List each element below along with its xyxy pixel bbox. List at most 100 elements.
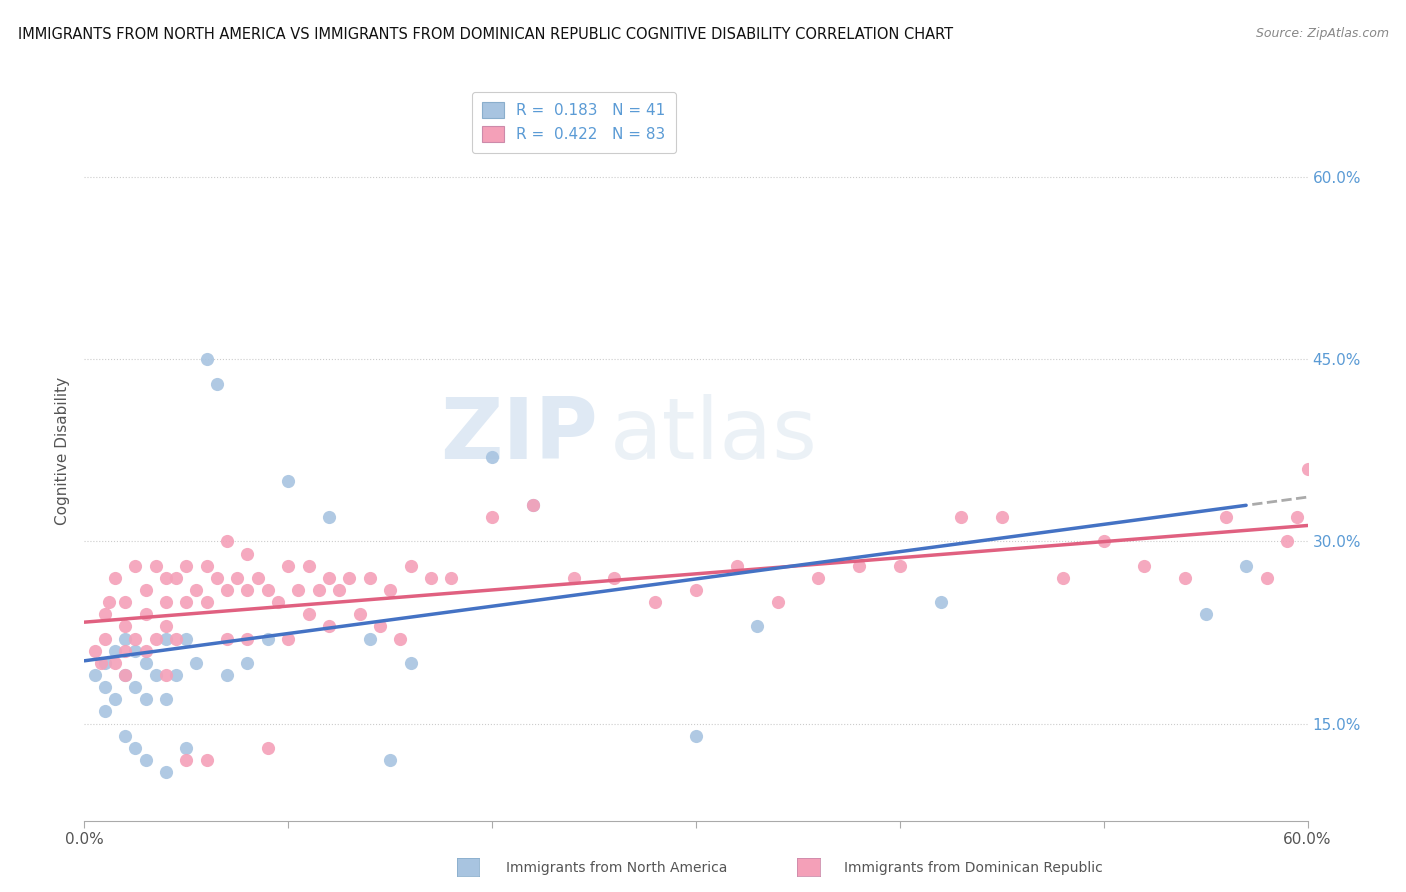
Point	[93, 632, 115, 646]
Point	[1174, 571, 1197, 585]
Point	[440, 571, 463, 585]
Point	[145, 668, 167, 682]
Point	[114, 729, 136, 743]
Point	[685, 729, 707, 743]
Point	[135, 582, 157, 597]
Point	[195, 352, 218, 367]
Point	[308, 582, 330, 597]
Point	[389, 632, 412, 646]
Text: atlas: atlas	[610, 394, 818, 477]
Point	[93, 656, 115, 670]
Point	[145, 558, 167, 573]
Point	[1052, 571, 1074, 585]
Point	[135, 656, 157, 670]
Point	[155, 668, 177, 682]
Point	[236, 656, 259, 670]
Point	[124, 740, 146, 755]
Point	[155, 632, 177, 646]
Point	[90, 656, 112, 670]
Point	[603, 571, 626, 585]
Point	[277, 474, 299, 488]
Point	[277, 558, 299, 573]
Point	[481, 510, 503, 524]
Point	[165, 668, 187, 682]
Point	[83, 644, 105, 658]
Point	[205, 376, 228, 391]
Point	[399, 656, 422, 670]
Point	[349, 607, 371, 622]
Point	[104, 692, 127, 706]
Point	[246, 571, 269, 585]
Y-axis label: Cognitive Disability: Cognitive Disability	[55, 376, 70, 524]
Point	[236, 632, 259, 646]
Point	[114, 595, 136, 609]
Point	[236, 582, 259, 597]
Point	[97, 595, 120, 609]
Point	[236, 547, 259, 561]
Point	[124, 644, 146, 658]
Point	[368, 619, 391, 633]
Point	[104, 571, 127, 585]
Point	[114, 632, 136, 646]
Point	[217, 582, 239, 597]
Point	[174, 595, 197, 609]
Point	[399, 558, 422, 573]
Point	[155, 692, 177, 706]
Point	[950, 510, 973, 524]
Point	[257, 632, 280, 646]
Point	[991, 510, 1014, 524]
Point	[135, 692, 157, 706]
Point	[195, 595, 218, 609]
Text: Source: ZipAtlas.com: Source: ZipAtlas.com	[1256, 27, 1389, 40]
Point	[522, 498, 544, 512]
Point	[135, 644, 157, 658]
Point	[257, 740, 280, 755]
Point	[807, 571, 830, 585]
Point	[725, 558, 748, 573]
Point	[287, 582, 309, 597]
Point	[217, 668, 239, 682]
Point	[318, 619, 340, 633]
Point	[186, 656, 208, 670]
Point	[380, 753, 402, 767]
Point	[1277, 534, 1299, 549]
Point	[359, 632, 381, 646]
Point	[104, 644, 127, 658]
Legend: R =  0.183   N = 41, R =  0.422   N = 83: R = 0.183 N = 41, R = 0.422 N = 83	[471, 92, 676, 153]
Point	[93, 705, 115, 719]
Point	[155, 571, 177, 585]
Point	[766, 595, 789, 609]
Point	[114, 668, 136, 682]
Point	[124, 680, 146, 694]
Point	[1286, 510, 1309, 524]
Point	[522, 498, 544, 512]
Point	[685, 582, 707, 597]
Point	[104, 656, 127, 670]
Point	[155, 619, 177, 633]
Point	[174, 558, 197, 573]
Point	[1236, 558, 1258, 573]
Point	[165, 632, 187, 646]
Point	[624, 110, 647, 124]
Point	[186, 582, 208, 597]
Point	[195, 753, 218, 767]
Point	[174, 753, 197, 767]
Point	[93, 607, 115, 622]
Point	[328, 582, 350, 597]
Point	[277, 632, 299, 646]
Point	[135, 753, 157, 767]
Point	[1296, 461, 1319, 475]
Point	[205, 571, 228, 585]
Text: Immigrants from North America: Immigrants from North America	[506, 861, 727, 875]
Point	[155, 765, 177, 780]
Point	[747, 619, 769, 633]
Point	[83, 668, 105, 682]
Point	[380, 582, 402, 597]
Point	[174, 740, 197, 755]
Point	[562, 571, 585, 585]
Point	[114, 644, 136, 658]
Point	[124, 558, 146, 573]
Point	[93, 680, 115, 694]
Point	[165, 571, 187, 585]
Point	[267, 595, 290, 609]
